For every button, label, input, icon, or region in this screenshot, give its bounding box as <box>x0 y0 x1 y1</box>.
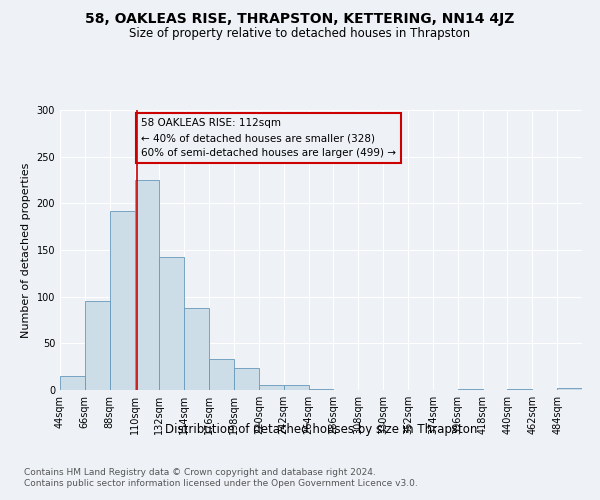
Bar <box>508 389 532 390</box>
Bar <box>184 308 209 390</box>
Text: 58 OAKLEAS RISE: 112sqm
← 40% of detached houses are smaller (328)
60% of semi-d: 58 OAKLEAS RISE: 112sqm ← 40% of detache… <box>141 118 396 158</box>
Text: 58, OAKLEAS RISE, THRAPSTON, KETTERING, NN14 4JZ: 58, OAKLEAS RISE, THRAPSTON, KETTERING, … <box>85 12 515 26</box>
Text: Contains HM Land Registry data © Crown copyright and database right 2024.
Contai: Contains HM Land Registry data © Crown c… <box>24 468 418 487</box>
Text: Distribution of detached houses by size in Thrapston: Distribution of detached houses by size … <box>165 422 477 436</box>
Text: Size of property relative to detached houses in Thrapston: Size of property relative to detached ho… <box>130 28 470 40</box>
Bar <box>209 359 234 390</box>
Bar <box>110 211 134 390</box>
Y-axis label: Number of detached properties: Number of detached properties <box>21 162 31 338</box>
Bar <box>259 386 284 390</box>
Bar <box>308 389 334 390</box>
Bar <box>284 386 308 390</box>
Bar <box>557 388 582 390</box>
Bar <box>134 180 160 390</box>
Bar <box>85 302 110 390</box>
Bar <box>458 389 482 390</box>
Bar <box>60 376 85 390</box>
Bar <box>160 256 184 390</box>
Bar <box>234 368 259 390</box>
